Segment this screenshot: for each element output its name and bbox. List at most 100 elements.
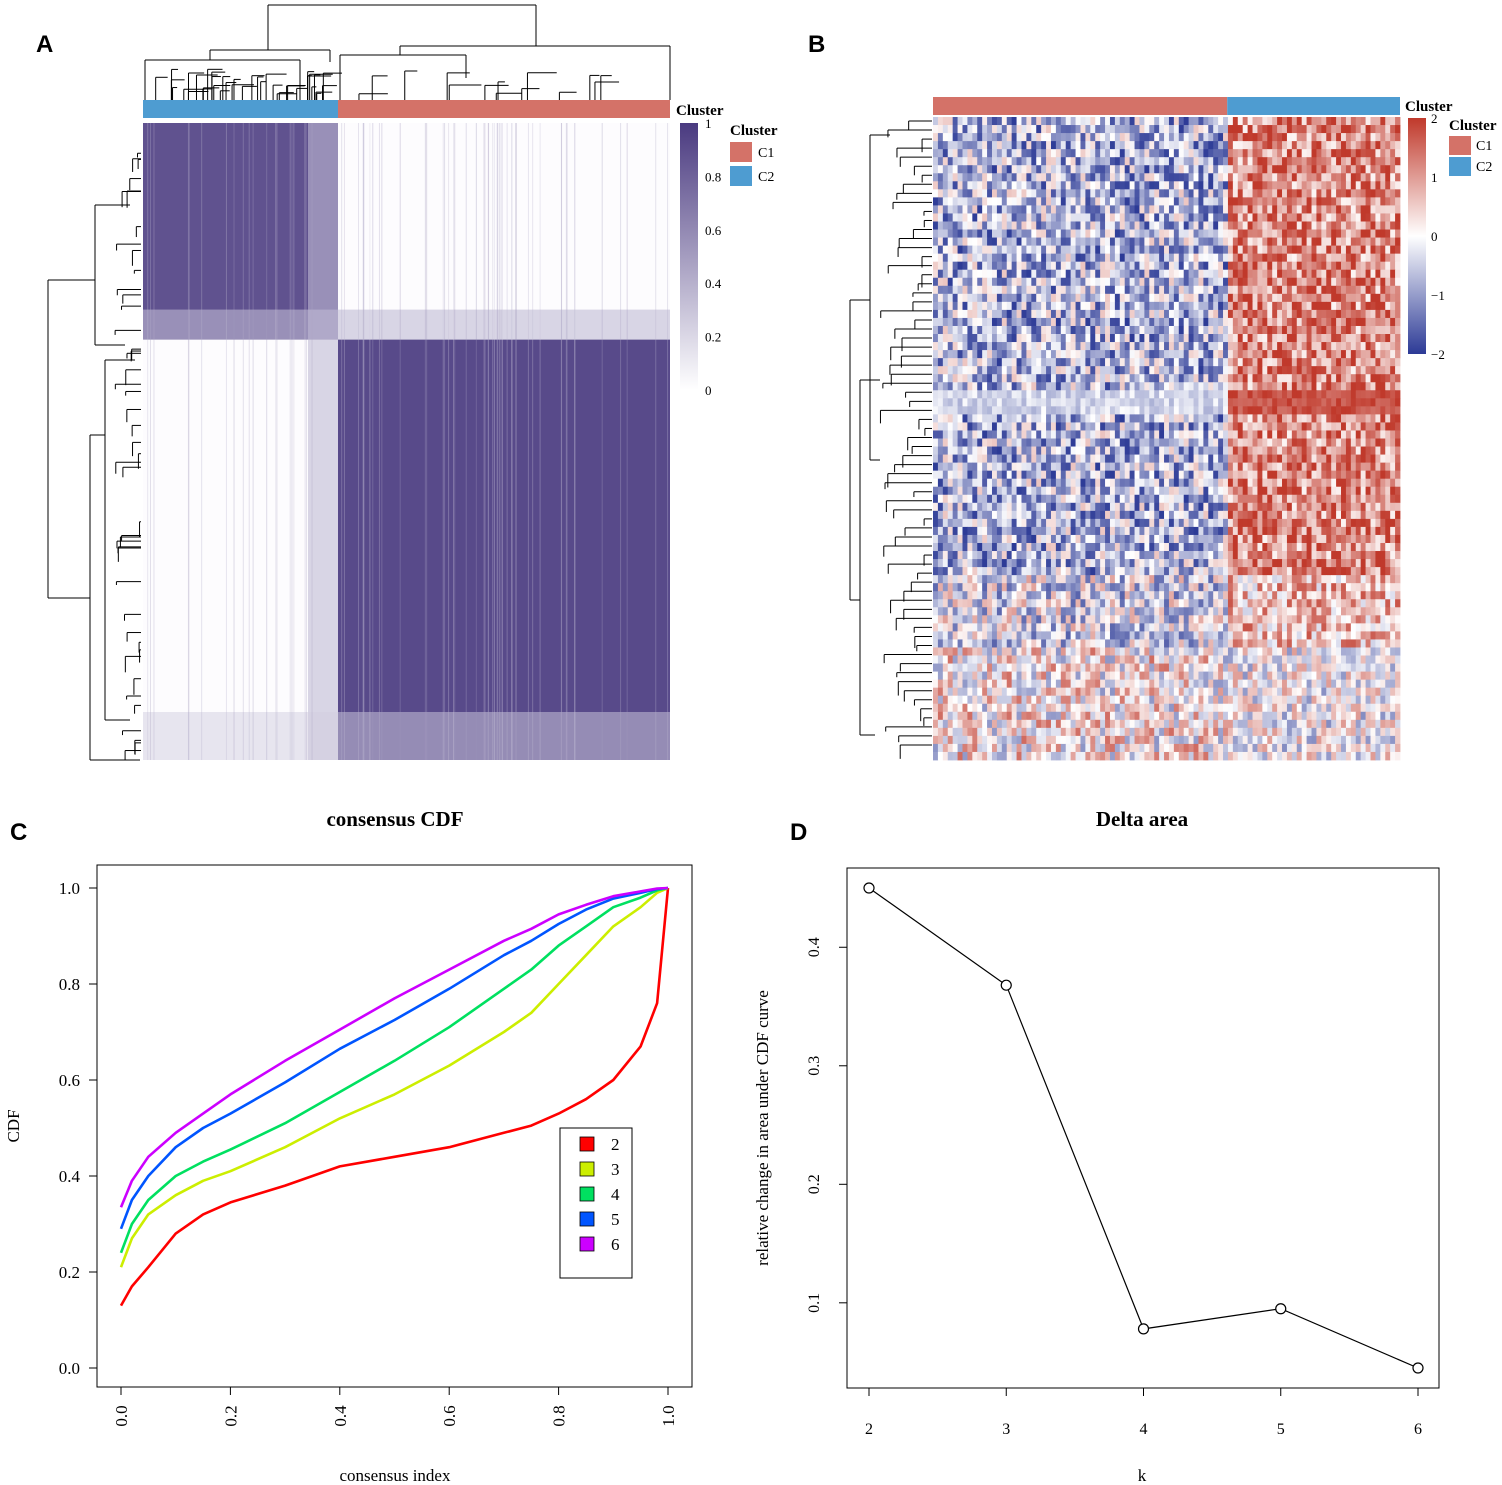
heatmap-cell xyxy=(1016,149,1022,158)
heatmap-cell xyxy=(933,454,939,464)
heatmap-cell xyxy=(962,213,968,222)
heatmap-cell xyxy=(1006,317,1013,327)
heatmap-cell xyxy=(982,486,988,496)
heatmap-cell xyxy=(1065,229,1072,238)
heatmap-cell xyxy=(1272,189,1278,198)
heatmap-cell xyxy=(1301,149,1307,158)
heatmap-cell xyxy=(1272,486,1278,496)
heatmap-cell xyxy=(1124,325,1131,335)
heatmap-cell xyxy=(1090,149,1096,158)
heatmap-cell xyxy=(962,165,968,174)
heatmap-cell xyxy=(1168,189,1175,198)
heatmap-cell xyxy=(982,342,988,351)
heatmap-cell xyxy=(1336,245,1342,255)
heatmap-cell xyxy=(962,382,968,391)
heatmap-cell xyxy=(1321,309,1327,319)
heatmap-cell xyxy=(1326,486,1332,496)
heatmap-cell xyxy=(1085,494,1091,504)
heatmap-cell xyxy=(1090,309,1096,319)
heatmap-cell xyxy=(1129,422,1135,431)
heatmap-cell xyxy=(1203,334,1209,343)
heatmap-cell xyxy=(1173,390,1180,399)
heatmap-cell xyxy=(1350,374,1357,383)
heatmap-cell xyxy=(996,253,1003,263)
heatmap-cell xyxy=(937,117,944,126)
heatmap-cell xyxy=(1193,317,1199,327)
heatmap-cell xyxy=(1350,325,1357,335)
heatmap-cell xyxy=(972,117,978,126)
heatmap-cell xyxy=(972,406,978,415)
heatmap-cell xyxy=(1311,301,1317,311)
heatmap-cell xyxy=(1242,350,1249,359)
heatmap-cell xyxy=(1360,446,1366,455)
heatmap-cell xyxy=(1006,325,1013,335)
heatmap-cell xyxy=(1316,350,1322,359)
heatmap-cell xyxy=(1041,125,1047,134)
heatmap-cell xyxy=(1321,197,1327,206)
heatmap-cell xyxy=(1277,301,1283,311)
heatmap-cell xyxy=(1232,229,1239,238)
heatmap-cell xyxy=(937,438,944,447)
heatmap-cell xyxy=(1183,197,1190,206)
heatmap-cell xyxy=(1341,125,1347,134)
heatmap-cell xyxy=(1326,350,1332,359)
heatmap-cell xyxy=(1390,462,1396,472)
heatmap-cell xyxy=(1041,165,1047,174)
heatmap-cell xyxy=(1242,157,1249,166)
heatmap-cell xyxy=(1021,358,1027,367)
heatmap-cell xyxy=(1375,269,1381,279)
heatmap-cell xyxy=(1134,213,1140,222)
heatmap-cell xyxy=(1360,325,1366,335)
heatmap-cell xyxy=(1375,293,1381,303)
heatmap-cell xyxy=(1350,390,1357,399)
heatmap-cell xyxy=(1326,309,1332,319)
heatmap-cell xyxy=(1252,366,1258,375)
heatmap-cell xyxy=(1282,486,1288,496)
heatmap-cell xyxy=(1119,165,1126,174)
heatmap-cell xyxy=(1198,245,1204,255)
heatmap-cell xyxy=(1385,366,1391,375)
heatmap-cell xyxy=(1390,149,1396,158)
heatmap-cell xyxy=(1198,454,1204,464)
heatmap-cell xyxy=(1277,414,1283,423)
heatmap-cell xyxy=(1159,486,1165,496)
heatmap-cell xyxy=(972,269,978,279)
heatmap-cell xyxy=(1370,446,1376,455)
heatmap-cell xyxy=(972,157,978,166)
heatmap-cell xyxy=(1134,438,1140,447)
heatmap-cell xyxy=(1021,189,1027,198)
heatmap-cell xyxy=(1168,261,1175,271)
heatmap-cell xyxy=(1341,133,1347,142)
heatmap-cell xyxy=(962,422,968,431)
heatmap-cell xyxy=(972,398,978,407)
heatmap-cell xyxy=(1090,205,1096,214)
heatmap-cell xyxy=(1223,317,1229,327)
heatmap-cell xyxy=(1272,277,1278,287)
heatmap-cell xyxy=(1055,269,1062,279)
heatmap-cell xyxy=(1321,237,1327,246)
heatmap-cell xyxy=(1213,285,1219,295)
heatmap-cell xyxy=(982,253,988,263)
heatmap-cell xyxy=(1380,205,1386,214)
heatmap-cell xyxy=(1188,301,1194,311)
heatmap-cell xyxy=(1198,358,1204,367)
heatmap-cell xyxy=(1203,438,1209,447)
heatmap-cell xyxy=(962,253,968,263)
heatmap-cell xyxy=(1119,189,1126,198)
heatmap-cell xyxy=(1036,478,1042,488)
panel-a-legend-label-c2: C2 xyxy=(758,170,774,185)
heatmap-cell xyxy=(1227,301,1234,311)
heatmap-cell xyxy=(991,277,998,287)
heatmap-cell xyxy=(1173,229,1180,238)
heatmap-cell xyxy=(1065,454,1072,464)
heatmap-cell xyxy=(957,301,963,311)
heatmap-cell xyxy=(942,125,949,134)
heatmap-cell xyxy=(1331,117,1337,126)
heatmap-cell xyxy=(1095,422,1101,431)
heatmap-cell xyxy=(1050,454,1057,464)
heatmap-cell xyxy=(962,309,968,319)
heatmap-cell xyxy=(1306,430,1312,439)
heatmap-cell xyxy=(1055,446,1062,455)
heatmap-cell xyxy=(1267,366,1273,375)
heatmap-cell xyxy=(1159,390,1165,399)
